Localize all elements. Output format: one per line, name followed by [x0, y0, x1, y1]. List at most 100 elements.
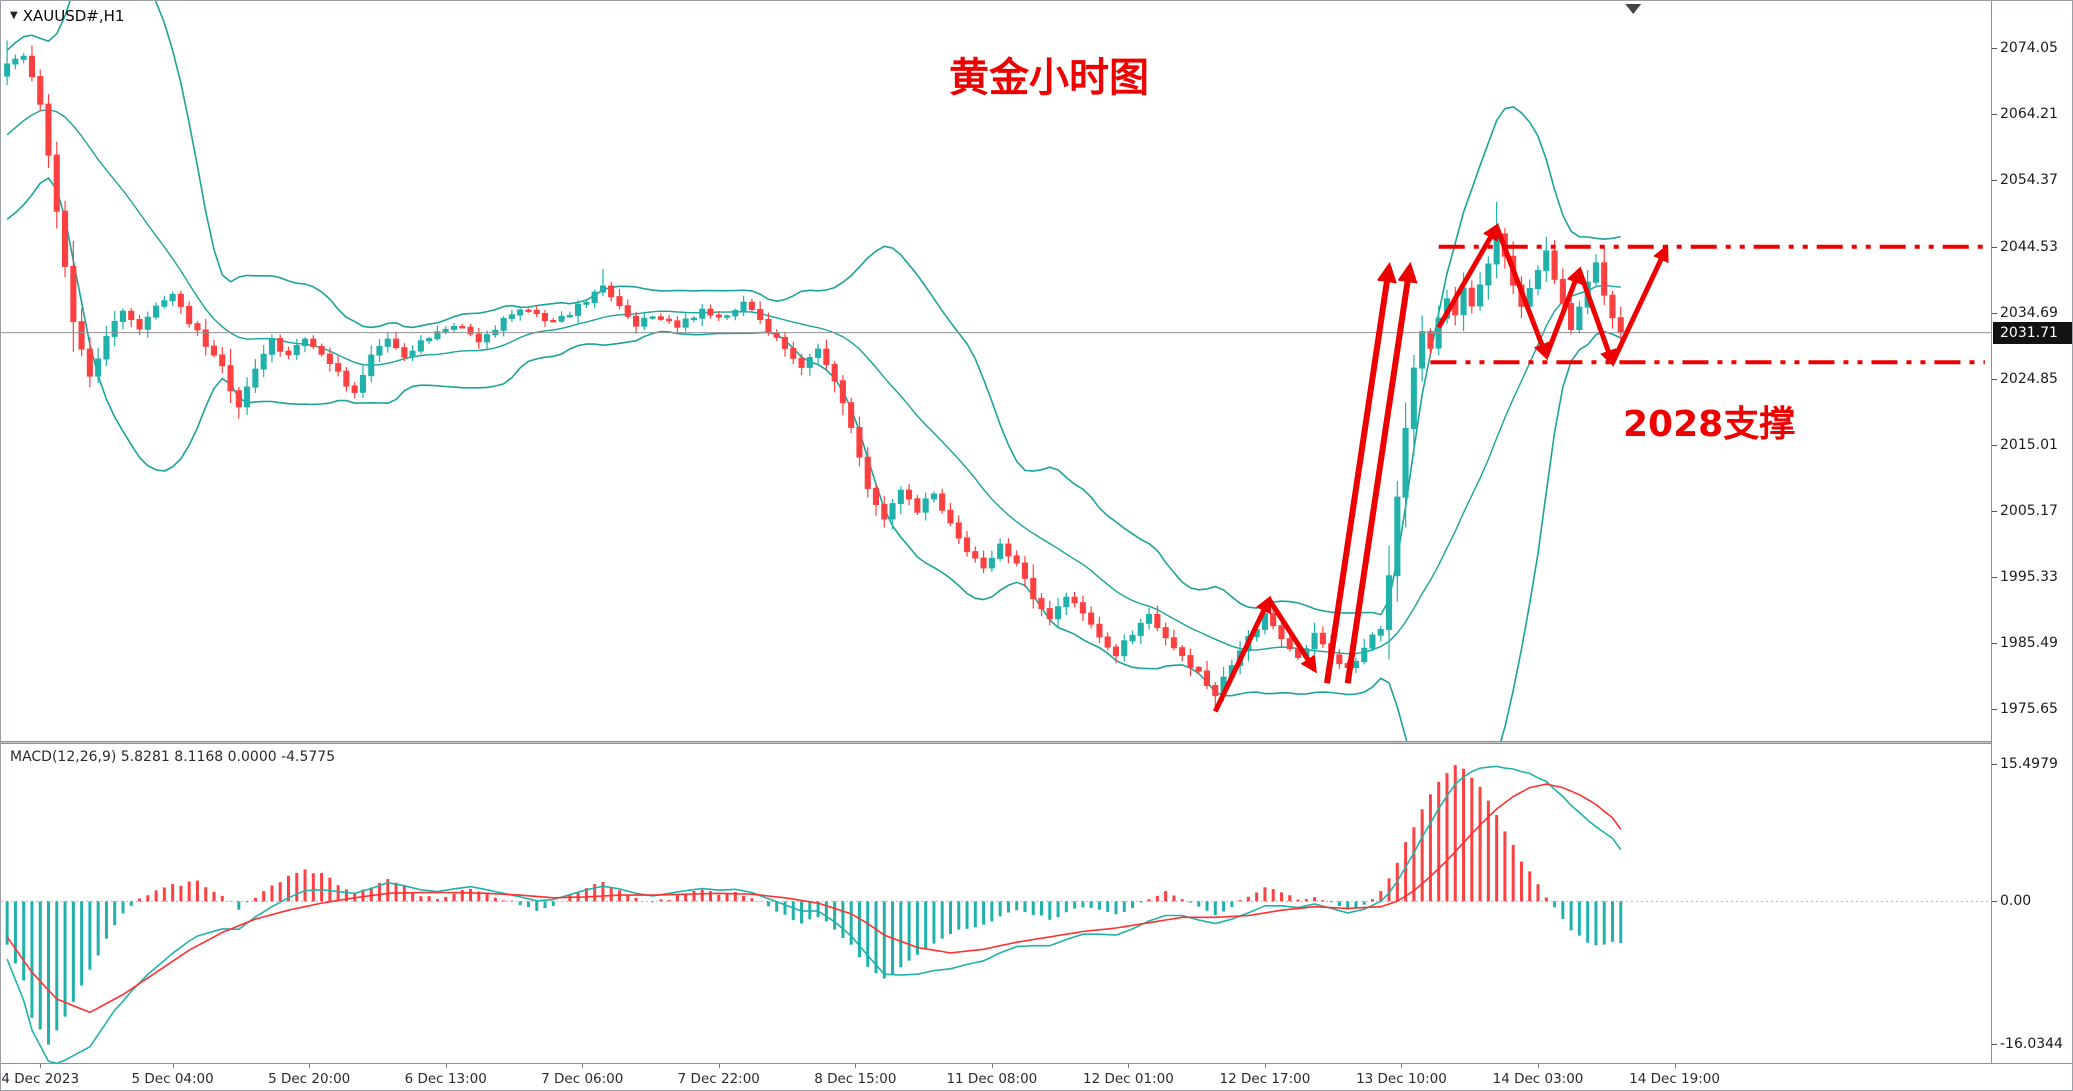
axis-tick [1992, 312, 1997, 314]
time-axis-label: 12 Dec 17:00 [1219, 1071, 1311, 1087]
candle-body [1394, 496, 1401, 577]
candle-body [649, 316, 656, 319]
trend-arrow[interactable] [1324, 261, 1397, 684]
candle-body [376, 345, 383, 356]
candle-body [906, 489, 913, 500]
price-axis-label: 2064.21 [2000, 106, 2058, 123]
candle-body [616, 296, 623, 307]
macd-signal-line [6, 783, 1622, 1014]
candle-body [997, 543, 1004, 559]
time-axis[interactable]: 4 Dec 2023 5 Dec 04:00 5 Dec 20:00 6 Dec 13… [1, 1063, 2072, 1090]
axis-tick [1992, 114, 1997, 116]
candle-body [244, 386, 251, 408]
candle-body [219, 354, 226, 367]
candle-body [1212, 685, 1219, 697]
candle-body [202, 329, 209, 347]
candle-body [426, 338, 433, 342]
time-axis-label: 5 Dec 20:00 [268, 1071, 351, 1087]
axis-tick [991, 1064, 993, 1068]
price-axis-label: 2044.53 [2000, 238, 2058, 255]
candle-body [914, 498, 921, 513]
price-axis[interactable]: 2031.71 2074.05 2064.21 2054.37 2044.53 2034… [1991, 1, 2072, 1063]
candle-body [575, 303, 582, 316]
candle-body [798, 357, 805, 368]
axis-tick [1992, 901, 1997, 903]
axis-tick [172, 1064, 174, 1068]
candle-body [1013, 555, 1020, 564]
candle-body [384, 338, 391, 347]
candle-body [1377, 628, 1384, 636]
candle-body [1079, 602, 1086, 614]
time-axis-label: 8 Dec 15:00 [814, 1071, 897, 1087]
candle-body [699, 308, 706, 319]
axis-tick [1992, 246, 1997, 248]
trend-arrow[interactable] [1266, 597, 1317, 674]
candle-body [62, 210, 69, 267]
price-axis-label: 2015.01 [2000, 436, 2058, 453]
symbol-dropdown-icon[interactable]: ▼ [10, 10, 18, 21]
candle-body [86, 348, 93, 377]
chart-shift-marker-icon[interactable] [1625, 4, 1642, 14]
candle-body [1162, 627, 1169, 639]
candle-body [848, 402, 855, 428]
candle-body [1361, 647, 1368, 663]
candle-body [608, 285, 615, 298]
trend-arrow[interactable] [1577, 269, 1617, 367]
candle-body [1270, 613, 1277, 627]
candle-body [591, 291, 598, 304]
price-pane[interactable] [1, 1, 1991, 741]
candle-body [161, 300, 168, 307]
trend-arrow[interactable] [1543, 266, 1583, 358]
trend-arrow[interactable] [1436, 222, 1499, 329]
candle-body [980, 557, 987, 569]
candle-body [1187, 655, 1194, 668]
bollinger-upper-band [6, 1, 1621, 616]
price-axis-label: 1985.49 [2000, 635, 2058, 652]
candle-body [1601, 262, 1608, 296]
candle-body [897, 489, 904, 505]
candle-body [235, 390, 242, 408]
candle-body [815, 348, 822, 359]
annotation-title-text[interactable]: 黄金小时图 [949, 55, 1149, 101]
candle-body [434, 331, 441, 340]
candle-body [1046, 608, 1053, 620]
candle-body [1543, 250, 1550, 271]
candle-body [393, 338, 400, 349]
candle-body [459, 326, 466, 329]
price-axis-label: 2005.17 [2000, 502, 2058, 519]
candle-body [1609, 294, 1616, 319]
trend-arrow[interactable] [1213, 595, 1272, 713]
candle-body [335, 363, 342, 372]
candle-body [78, 321, 85, 350]
trend-arrow[interactable] [1610, 244, 1669, 365]
trend-arrow[interactable] [1494, 225, 1550, 361]
candle-body [1096, 623, 1103, 638]
annotation-support-text[interactable]: 2028支撑 [1623, 404, 1796, 445]
candle-body [475, 333, 482, 343]
candle-body [119, 310, 127, 323]
candle-body [624, 305, 631, 317]
pane-divider[interactable] [1, 741, 2072, 744]
trend-arrow[interactable] [1344, 261, 1418, 684]
symbol-label[interactable]: ▼ XAUUSD#,H1 [10, 7, 124, 25]
axis-tick [1992, 1043, 1997, 1045]
candle-body [277, 338, 284, 352]
axis-tick [40, 1064, 42, 1068]
axis-tick [582, 1064, 584, 1068]
candle-body [20, 55, 27, 60]
axis-tick [1992, 378, 1997, 380]
candle-body [252, 368, 259, 388]
candle-body [1203, 670, 1211, 686]
axis-tick [1992, 709, 1997, 711]
axis-tick [1401, 1064, 1403, 1068]
candle-body [500, 318, 507, 331]
candle-body [715, 314, 722, 318]
macd-main-line [6, 765, 1622, 1063]
candle-body [550, 320, 557, 323]
axis-tick [1992, 763, 1997, 765]
candle-body [856, 427, 863, 458]
macd-pane[interactable] [1, 745, 1991, 1063]
price-axis-label: 2074.05 [2000, 40, 2058, 57]
time-axis-label: 7 Dec 06:00 [541, 1071, 624, 1087]
candle-body [310, 338, 317, 347]
